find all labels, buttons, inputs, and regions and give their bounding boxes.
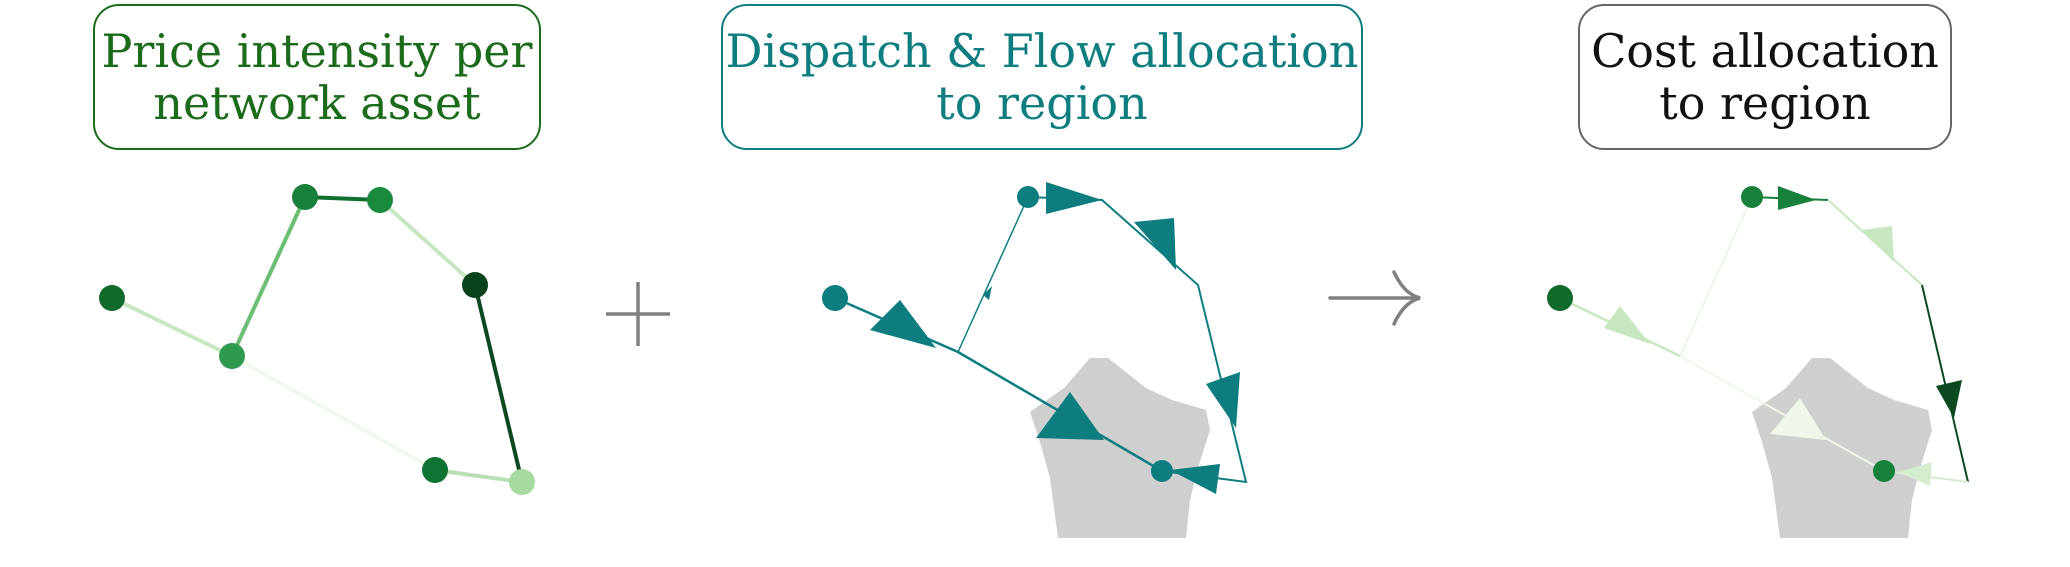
cost-arrow xyxy=(1778,186,1816,210)
price-edge xyxy=(230,196,307,357)
flow-arrow xyxy=(1170,464,1220,494)
price-node xyxy=(292,184,318,210)
cost-node xyxy=(1873,460,1895,482)
price-intensity-title-line2: network asset xyxy=(153,76,481,130)
flow-arrow xyxy=(1134,218,1176,270)
cost-arrow xyxy=(1936,380,1962,418)
price-intensity-box: Price intensity per network asset xyxy=(93,4,541,150)
price-network xyxy=(99,184,535,495)
region-shape xyxy=(1030,358,1210,538)
cost-edge xyxy=(1921,284,1969,483)
cost-arrow xyxy=(1604,306,1650,344)
price-node xyxy=(367,187,393,213)
dispatch-flow-title-line1: Dispatch & Flow allocation xyxy=(725,24,1359,78)
price-intensity-title-line1: Price intensity per xyxy=(101,24,533,78)
price-edge xyxy=(231,354,436,472)
flow-arrow xyxy=(1206,372,1240,428)
price-edge xyxy=(111,296,233,358)
dispatch-flow-title-line2: to region xyxy=(936,76,1148,130)
flow-arrow xyxy=(870,300,936,348)
cost-arrow xyxy=(1770,398,1826,440)
cost-allocation-title-line2: to region xyxy=(1659,76,1871,130)
cost-arrow xyxy=(1862,226,1894,262)
price-node xyxy=(509,469,535,495)
dispatch-node xyxy=(1151,460,1173,482)
flow-line xyxy=(957,196,1029,353)
plus-icon xyxy=(606,282,670,346)
price-node xyxy=(462,272,488,298)
cost-edge xyxy=(1679,196,1753,357)
cost-network xyxy=(1547,186,1969,538)
cost-node xyxy=(1741,186,1763,208)
dispatch-flow-box: Dispatch & Flow allocation to region xyxy=(721,4,1363,150)
dispatch-network xyxy=(822,182,1248,538)
flow-arrow xyxy=(1036,392,1104,440)
price-edge xyxy=(473,284,524,483)
price-node xyxy=(219,343,245,369)
price-node xyxy=(422,457,448,483)
flow-arrow xyxy=(1046,182,1102,214)
price-edge xyxy=(434,468,523,484)
right-arrow-icon xyxy=(1328,270,1421,326)
cost-edge xyxy=(1679,355,1885,472)
cost-arrow xyxy=(1898,462,1932,486)
cost-allocation-title-line1: Cost allocation xyxy=(1591,24,1939,78)
dispatch-node xyxy=(822,285,848,311)
flow-arrow xyxy=(983,286,992,300)
price-node xyxy=(99,285,125,311)
cost-allocation-box: Cost allocation to region xyxy=(1578,4,1952,150)
price-edge xyxy=(378,198,477,287)
cost-node xyxy=(1547,285,1573,311)
dispatch-node xyxy=(1017,186,1039,208)
